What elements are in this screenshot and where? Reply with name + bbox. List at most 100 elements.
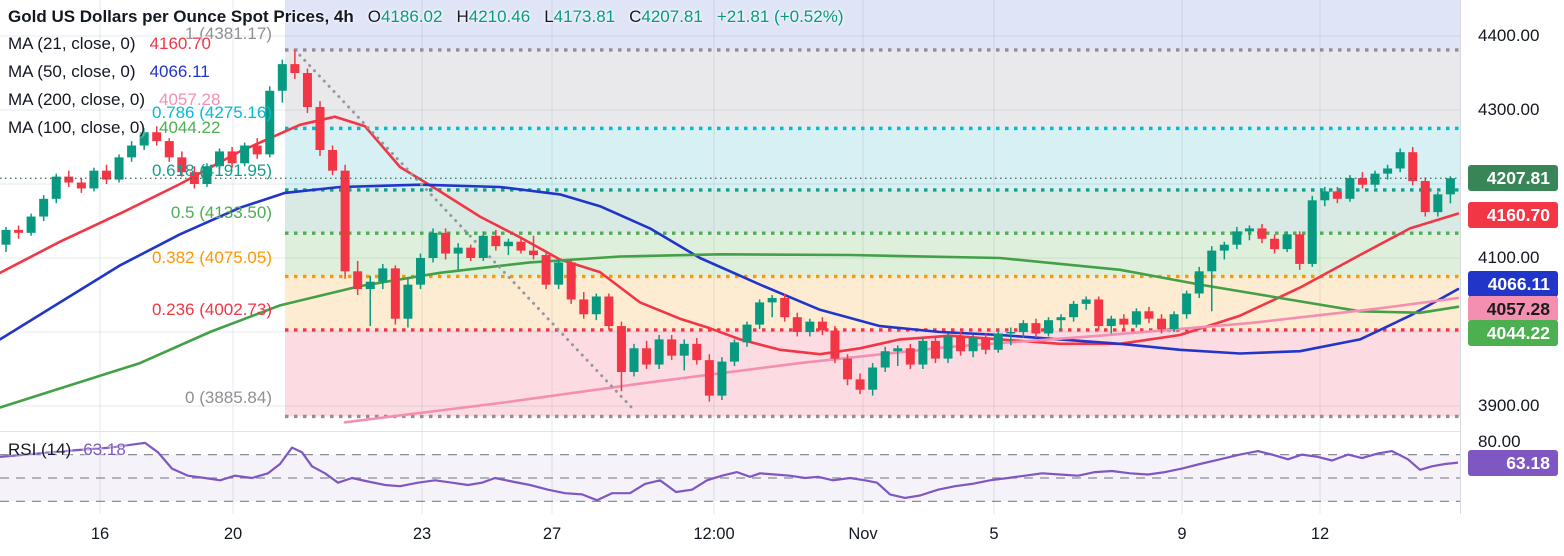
candle-body bbox=[1106, 318, 1116, 327]
ma100-line[interactable] bbox=[0, 253, 1460, 409]
candle-body bbox=[265, 90, 275, 155]
rsi-line[interactable] bbox=[0, 441, 1459, 502]
candle-body bbox=[453, 247, 463, 254]
candle-body bbox=[101, 170, 111, 180]
time-tick-label: 27 bbox=[542, 525, 562, 543]
candle-body bbox=[1357, 178, 1367, 185]
time-tick-label: 9 bbox=[1177, 525, 1187, 543]
candle-body bbox=[1144, 311, 1154, 319]
pane-separator[interactable] bbox=[0, 431, 1564, 432]
price-badge: 4044.22 bbox=[1468, 320, 1558, 346]
candle-body bbox=[993, 333, 1003, 350]
candle-body bbox=[1383, 168, 1393, 174]
candle-body bbox=[1119, 318, 1129, 325]
candle-body bbox=[1433, 194, 1443, 213]
candle-body bbox=[1295, 234, 1305, 264]
candle-body bbox=[114, 157, 124, 180]
rsi-axis-label: 80.00 bbox=[1478, 432, 1521, 451]
time-axis[interactable]: 16 20 23 27 12:00 Nov 5 9 12 bbox=[0, 514, 1564, 556]
time-tick-label: 12 bbox=[1310, 525, 1330, 543]
candle-body bbox=[240, 145, 250, 164]
candle-body bbox=[152, 132, 162, 142]
candle-body bbox=[1069, 303, 1079, 318]
candle-body bbox=[1094, 299, 1104, 327]
price-badge: 4066.11 bbox=[1468, 271, 1558, 297]
candle-body bbox=[1332, 191, 1342, 199]
candle-body bbox=[277, 64, 287, 91]
ohlc-close: C4207.81 bbox=[629, 7, 703, 26]
candle-body bbox=[780, 297, 790, 318]
candle-body bbox=[227, 151, 237, 164]
candle-body bbox=[26, 216, 36, 233]
candle-body bbox=[365, 281, 375, 290]
candle-body bbox=[76, 182, 86, 189]
candle-body bbox=[956, 336, 966, 352]
price-axis-label: 3900.00 bbox=[1478, 396, 1540, 415]
ohlc-open: O4186.02 bbox=[367, 7, 443, 26]
time-tick-label: 20 bbox=[223, 525, 243, 543]
candle-body bbox=[616, 326, 626, 372]
ma-100-legend: MA (100, close, 0) 4044.22 bbox=[8, 118, 221, 137]
candle-body bbox=[1207, 250, 1217, 272]
ma50-line[interactable] bbox=[0, 183, 1460, 355]
candle-body bbox=[843, 358, 853, 380]
candle-body bbox=[604, 296, 614, 327]
time-tick-label: Nov bbox=[848, 525, 878, 543]
candle-body bbox=[1257, 228, 1267, 239]
candle-body bbox=[742, 324, 752, 343]
candle-body bbox=[1182, 293, 1192, 315]
candle-body bbox=[591, 296, 601, 315]
candle-body bbox=[1219, 244, 1229, 251]
price-axis-label: 4400.00 bbox=[1478, 26, 1540, 45]
main-chart-pane[interactable] bbox=[0, 0, 1460, 432]
price-badge: 4160.70 bbox=[1468, 202, 1558, 228]
candle-body bbox=[1270, 238, 1280, 250]
candle-body bbox=[441, 232, 451, 254]
trendline[interactable] bbox=[293, 48, 635, 411]
price-axis-label: 4100.00 bbox=[1478, 248, 1540, 267]
candle-body bbox=[478, 235, 488, 258]
fib-band bbox=[285, 49, 1460, 129]
candle-body bbox=[1157, 318, 1167, 330]
fib-band bbox=[285, 189, 1460, 234]
candle-body bbox=[378, 268, 388, 282]
candle-body bbox=[541, 255, 551, 285]
candle-body bbox=[579, 299, 589, 315]
candle-body bbox=[930, 340, 940, 359]
candle-body bbox=[717, 361, 727, 396]
ohlc-low: L4173.81 bbox=[544, 7, 616, 26]
candle-body bbox=[1031, 323, 1041, 334]
symbol-title-row: Gold US Dollars per Ounce Spot Prices, 4… bbox=[8, 3, 844, 30]
candle-body bbox=[1345, 178, 1355, 199]
candle-body bbox=[340, 170, 350, 272]
price-axis-label: 4300.00 bbox=[1478, 100, 1540, 119]
candle-body bbox=[1307, 200, 1317, 264]
rsi-pane[interactable] bbox=[0, 432, 1460, 514]
rsi-legend: RSI (14) 63.18 bbox=[8, 440, 126, 460]
candle-body bbox=[1043, 320, 1053, 334]
price-axis-border bbox=[1460, 0, 1461, 514]
ma21-line[interactable] bbox=[0, 115, 1460, 356]
candle-body bbox=[729, 342, 739, 362]
candle-body bbox=[1320, 191, 1330, 201]
time-tick-label: 12:00 bbox=[693, 525, 735, 543]
candle-body bbox=[315, 107, 325, 150]
candle-body bbox=[1131, 311, 1141, 325]
candle-body bbox=[353, 271, 363, 290]
fib-band bbox=[285, 276, 1460, 330]
candle-body bbox=[1420, 181, 1430, 213]
candle-body bbox=[1056, 317, 1066, 321]
candle-body bbox=[654, 339, 664, 365]
price-axis[interactable]: 4400.00 4300.00 4100.00 3900.00 4207.81 4160.… bbox=[1461, 0, 1564, 514]
candle-body bbox=[629, 348, 639, 372]
rsi-label: RSI (14) bbox=[8, 440, 72, 459]
candle-body bbox=[566, 262, 576, 300]
candle-body bbox=[792, 317, 802, 332]
rsi-value-badge: 63.18 bbox=[1468, 450, 1558, 476]
candle-body bbox=[302, 73, 312, 108]
candle-body bbox=[667, 339, 677, 356]
price-badge: 4057.28 bbox=[1468, 296, 1558, 322]
candle-body bbox=[830, 330, 840, 359]
candle-body bbox=[14, 229, 24, 233]
candle-body bbox=[127, 145, 137, 158]
